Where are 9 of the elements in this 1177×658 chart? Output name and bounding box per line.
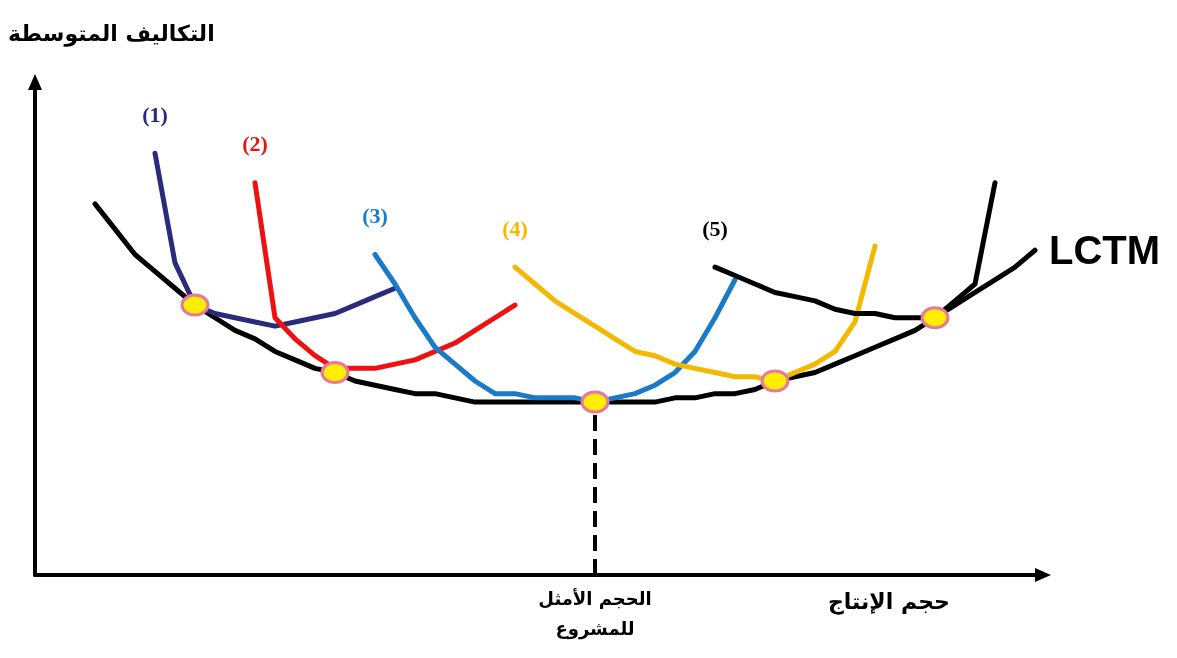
series-label: (2)	[242, 131, 268, 157]
series-label: (5)	[702, 215, 728, 241]
y-axis-title: التكاليف المتوسطة	[8, 20, 215, 47]
series-label: (1)	[142, 101, 168, 127]
series-label: (3)	[362, 202, 388, 228]
x-axis-title: حجم الإنتاج	[828, 588, 950, 615]
text: الحجم الأمثل للمشروع	[538, 587, 652, 639]
series-label: LCTM	[1049, 228, 1161, 273]
series-label: (4)	[502, 215, 528, 241]
